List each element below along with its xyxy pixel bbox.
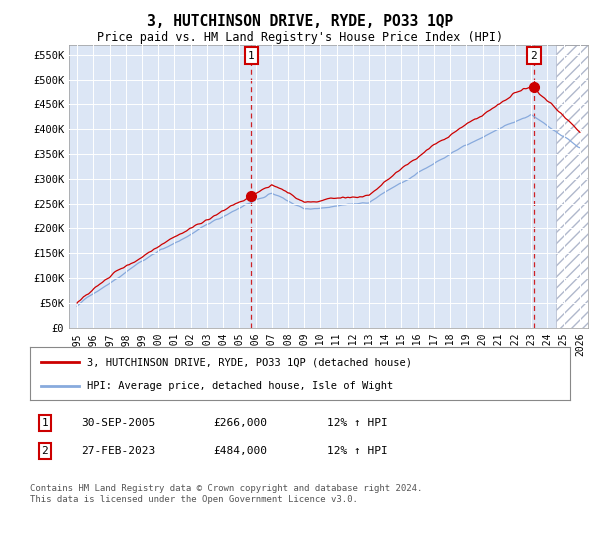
Text: £484,000: £484,000 xyxy=(213,446,267,456)
Text: 27-FEB-2023: 27-FEB-2023 xyxy=(81,446,155,456)
Text: 2: 2 xyxy=(530,51,537,60)
Text: Price paid vs. HM Land Registry's House Price Index (HPI): Price paid vs. HM Land Registry's House … xyxy=(97,31,503,44)
Text: £266,000: £266,000 xyxy=(213,418,267,428)
Bar xyxy=(69,45,556,328)
Text: 12% ↑ HPI: 12% ↑ HPI xyxy=(327,446,388,456)
Text: 1: 1 xyxy=(41,418,49,428)
Bar xyxy=(556,45,588,328)
Text: 1: 1 xyxy=(248,51,255,60)
Text: Contains HM Land Registry data © Crown copyright and database right 2024.
This d: Contains HM Land Registry data © Crown c… xyxy=(30,484,422,504)
Text: HPI: Average price, detached house, Isle of Wight: HPI: Average price, detached house, Isle… xyxy=(86,380,393,390)
Text: 30-SEP-2005: 30-SEP-2005 xyxy=(81,418,155,428)
Text: 3, HUTCHINSON DRIVE, RYDE, PO33 1QP (detached house): 3, HUTCHINSON DRIVE, RYDE, PO33 1QP (det… xyxy=(86,357,412,367)
Text: 12% ↑ HPI: 12% ↑ HPI xyxy=(327,418,388,428)
Text: 3, HUTCHINSON DRIVE, RYDE, PO33 1QP: 3, HUTCHINSON DRIVE, RYDE, PO33 1QP xyxy=(147,14,453,29)
Text: 2: 2 xyxy=(41,446,49,456)
